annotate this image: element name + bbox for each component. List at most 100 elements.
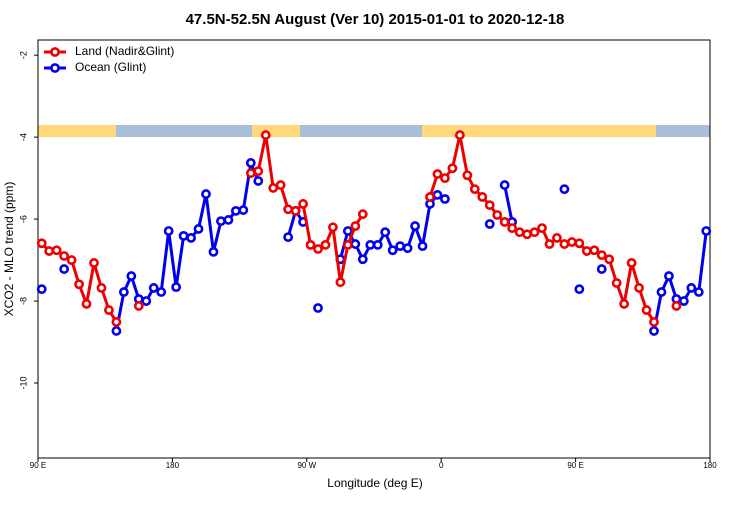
data-point: [283, 204, 294, 215]
data-point: [81, 299, 92, 309]
data-point: [357, 209, 368, 220]
data-point: [559, 184, 570, 195]
legend-label: Ocean (Glint): [75, 60, 146, 74]
y-tick-label: -6: [18, 215, 28, 223]
data-point: [559, 239, 570, 249]
data-point: [425, 192, 435, 202]
data-point: [574, 284, 585, 295]
data-point: [357, 254, 368, 265]
data-point: [462, 170, 473, 181]
data-point: [447, 163, 458, 174]
data-point: [208, 246, 219, 257]
data-point: [380, 227, 391, 238]
data-point: [320, 240, 331, 250]
data-point: [74, 279, 84, 290]
data-point: [268, 183, 279, 193]
data-point: [59, 251, 70, 261]
data-point: [432, 190, 443, 200]
data-point: [313, 303, 323, 313]
data-point: [223, 215, 234, 225]
data-point: [96, 283, 107, 293]
data-point: [574, 238, 585, 249]
data-point: [89, 258, 99, 268]
data-point: [656, 287, 667, 297]
data-point: [641, 305, 652, 315]
y-tick-label: -2: [18, 51, 28, 59]
data-point: [36, 238, 47, 249]
data-point: [544, 239, 555, 249]
ocean-band: [300, 125, 422, 137]
data-point: [59, 264, 70, 274]
data-point: [499, 217, 510, 227]
data-point: [335, 277, 346, 288]
data-point: [589, 245, 600, 256]
data-point: [693, 287, 704, 297]
data-point: [604, 254, 615, 265]
data-point: [193, 224, 204, 234]
data-point: [238, 205, 249, 215]
data-point: [111, 326, 122, 336]
y-axis-label: XCO2 - MLO trend (ppm): [2, 182, 16, 317]
y-tick-label: -10: [18, 376, 28, 389]
x-tick-label: 90 E: [567, 461, 583, 470]
legend-marker: [50, 63, 60, 73]
data-point: [350, 221, 361, 231]
data-point: [372, 240, 383, 250]
legend-marker: [50, 47, 60, 57]
data-point: [342, 240, 353, 250]
data-point: [290, 205, 301, 216]
data-point: [342, 226, 353, 236]
data-point: [245, 168, 256, 179]
data-point: [126, 271, 137, 281]
data-point: [649, 326, 659, 336]
data-point: [664, 271, 674, 281]
data-point: [402, 243, 413, 254]
data-point: [365, 240, 376, 250]
data-point: [201, 189, 211, 199]
data-point: [649, 317, 659, 327]
data-point: [477, 192, 488, 202]
data-point: [118, 287, 129, 297]
data-point: [552, 233, 562, 243]
data-point: [133, 301, 144, 311]
y-tick-label: -4: [18, 133, 28, 141]
data-point: [507, 223, 518, 233]
y-tick-label: -8: [18, 297, 28, 305]
data-point: [313, 244, 323, 254]
data-point: [66, 255, 77, 265]
data-point: [596, 264, 607, 274]
ocean-band: [656, 125, 710, 137]
data-point: [634, 283, 644, 293]
data-point: [328, 222, 338, 233]
legend-label: Land (Nadir&Glint): [75, 44, 174, 58]
data-point: [566, 237, 577, 247]
data-point: [611, 278, 622, 288]
data-point: [440, 194, 450, 204]
data-point: [216, 216, 226, 227]
ocean-band: [116, 125, 252, 137]
data-point: [230, 205, 241, 216]
data-point: [581, 246, 592, 256]
data-point: [275, 180, 286, 190]
data-point: [141, 296, 152, 306]
data-point: [44, 246, 55, 256]
data-point: [678, 296, 689, 306]
chart-title: 47.5N-52.5N August (Ver 10) 2015-01-01 t…: [186, 11, 565, 28]
data-point: [171, 282, 182, 293]
data-point: [298, 199, 308, 209]
data-point: [186, 233, 196, 243]
data-point: [514, 227, 525, 238]
data-point: [253, 176, 264, 186]
data-point: [283, 232, 294, 243]
data-point: [619, 299, 630, 309]
data-point: [178, 230, 189, 241]
x-tick-label: 0: [439, 461, 444, 470]
data-point: [260, 130, 271, 140]
data-point: [417, 241, 428, 252]
data-point: [484, 219, 495, 229]
data-point: [529, 227, 540, 238]
data-point: [148, 283, 159, 293]
data-point: [671, 301, 682, 311]
data-point: [484, 200, 495, 211]
